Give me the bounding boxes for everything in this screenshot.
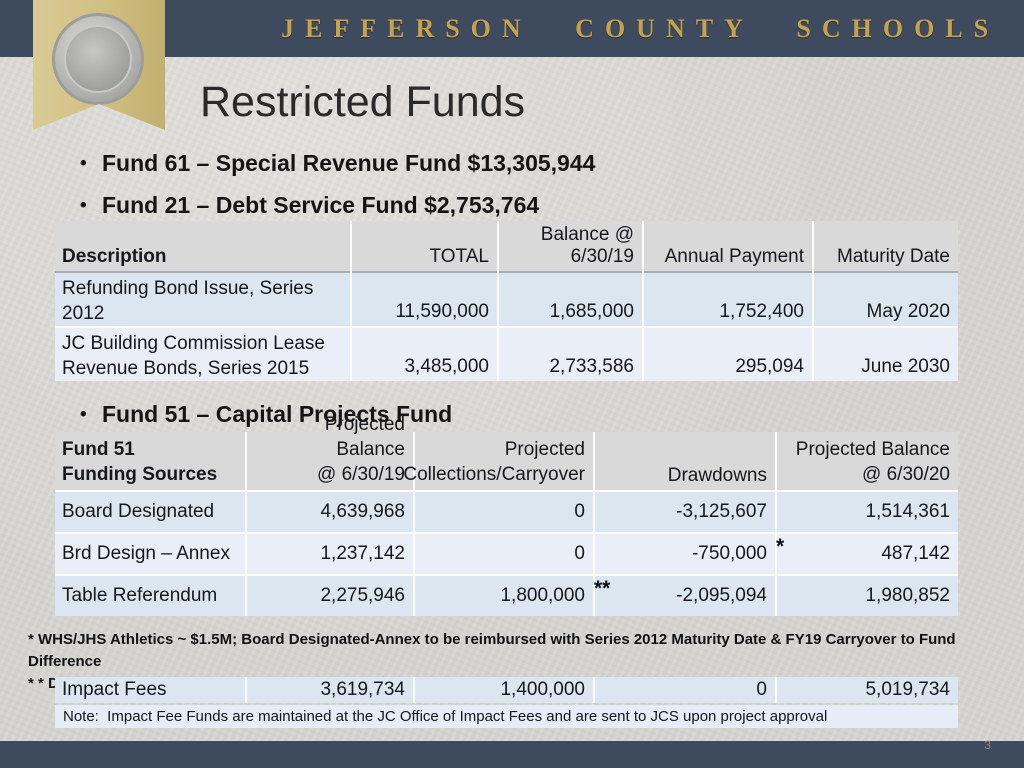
capital-row-next: 1,514,361 (777, 492, 958, 532)
cell-value: 1,800,000 (500, 585, 585, 606)
capital-header-collections: Projected Collections/Carryover (403, 432, 593, 490)
seal-inner-ring (64, 25, 132, 93)
debt-row-description: Refunding Bond Issue, Series 2012 (55, 273, 350, 326)
capital-row-label: Brd Design – Annex (55, 534, 245, 574)
debt-row-annual-payment: 295,094 (644, 328, 812, 381)
debt-header-description: Description (55, 221, 350, 271)
capital-row-drawdowns: -2,095,094 (595, 576, 775, 616)
impact-fees-table: Impact Fees 3,619,734 1,400,000 0 5,019,… (55, 677, 958, 703)
footer-bar (0, 741, 1024, 768)
debt-service-table: Description TOTAL Balance @ 6/30/19 Annu… (55, 221, 958, 381)
cell-value: -3,125,607 (676, 501, 767, 522)
capital-row-prior: 2,275,946 (247, 576, 413, 616)
capital-row-drawdowns: -3,125,607 (595, 492, 775, 532)
bullet-fund61-text: Fund 61 – Special Revenue Fund $13,305,9… (102, 150, 596, 176)
bullet-dot-icon: • (80, 404, 87, 425)
bullet-fund51-text: Fund 51 – Capital Projects Fund (102, 401, 453, 427)
debt-row-total: 3,485,000 (352, 328, 497, 381)
debt-row-description: JC Building Commission Lease Revenue Bon… (55, 328, 350, 381)
cell-value: -750,000 (691, 543, 767, 564)
footnote-line1: * WHS/JHS Athletics ~ $1.5M; Board Desig… (28, 631, 956, 670)
capital-row-prior: 4,639,968 (247, 492, 413, 532)
debt-row-annual-payment: 1,752,400 (644, 273, 812, 326)
debt-header-balance: Balance @ 6/30/19 (499, 221, 642, 271)
capital-row-next: 1,980,852 (777, 576, 958, 616)
bullet-fund51: • Fund 51 – Capital Projects Fund (80, 401, 452, 428)
impact-fees-balance: 3,619,734 (247, 677, 413, 703)
header-bar (0, 0, 1024, 57)
page-number: 3 (984, 738, 991, 752)
cell-value: 0 (574, 543, 585, 564)
impact-fees-label: Impact Fees (55, 677, 245, 703)
cell-value: -2,095,094 (676, 585, 767, 606)
bullet-fund21: • Fund 21 – Debt Service Fund $2,753,764 (80, 192, 539, 219)
capital-row-collections: 0 (415, 492, 593, 532)
bullet-dot-icon: • (80, 153, 87, 174)
capital-row-prior: 1,237,142 (247, 534, 413, 574)
capital-row-collections: 1,800,000 ** (415, 576, 610, 616)
debt-row-total: 11,590,000 (352, 273, 497, 326)
capital-row-label: Board Designated (55, 492, 245, 532)
capital-row-next: 487,142 (777, 534, 958, 574)
capital-header-funding-sources: Fund 51 Funding Sources (55, 432, 245, 490)
school-seal-icon (52, 13, 144, 105)
impact-fees-note: Note: Impact Fee Funds are maintained at… (55, 705, 958, 728)
impact-fees-drawdowns: 0 (595, 677, 775, 703)
impact-fees-next: 5,019,734 (777, 677, 958, 703)
debt-row-maturity: May 2020 (814, 273, 958, 326)
gold-ribbon-banner (33, 0, 165, 130)
capital-row-drawdowns: -750,000 * (595, 534, 784, 574)
debt-row-balance: 2,733,586 (499, 328, 642, 381)
footnote-marker: ** (594, 577, 611, 600)
capital-row-label: Table Referendum (55, 576, 245, 616)
footnote-marker: * (776, 535, 785, 558)
debt-header-annual-payment: Annual Payment (644, 221, 812, 271)
bullet-fund61: • Fund 61 – Special Revenue Fund $13,305,… (80, 150, 595, 177)
bullet-fund21-text: Fund 21 – Debt Service Fund $2,753,764 (102, 192, 540, 218)
debt-row-balance: 1,685,000 (499, 273, 642, 326)
impact-fees-collections: 1,400,000 (415, 677, 593, 703)
district-wordmark: JEFFERSON COUNTY SCHOOLS (281, 14, 1000, 43)
capital-row-collections: 0 (415, 534, 593, 574)
debt-header-total: TOTAL (352, 221, 497, 271)
capital-header-drawdowns: Drawdowns (595, 432, 775, 490)
capital-header-projected-balance-prior: Projected Balance @ 6/30/19 (247, 414, 413, 490)
capital-projects-table: Fund 51 Funding Sources Projected Balanc… (55, 414, 958, 616)
cell-value: 0 (574, 501, 585, 522)
slide-title: Restricted Funds (200, 78, 526, 126)
bullet-dot-icon: • (80, 195, 87, 216)
debt-row-maturity: June 2030 (814, 328, 958, 381)
capital-header-projected-balance-next: Projected Balance @ 6/30/20 (777, 432, 958, 490)
debt-header-maturity-date: Maturity Date (814, 221, 958, 271)
